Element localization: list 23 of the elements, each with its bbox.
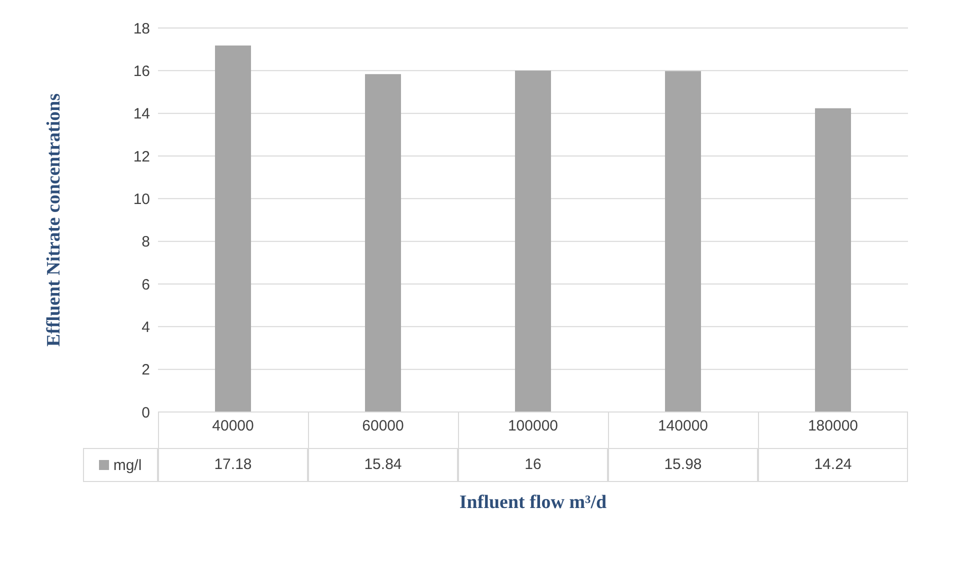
x-tick-label: 60000 — [362, 418, 404, 435]
x-tick-label: 100000 — [508, 418, 558, 435]
data-label: 15.84 — [308, 448, 458, 482]
y-tick-label: 8 — [142, 234, 150, 251]
legend-label: mg/l — [113, 456, 142, 474]
y-tick-label: 4 — [142, 318, 150, 336]
y-tick-label: 2 — [142, 362, 150, 379]
y-tick-label: 16 — [133, 62, 150, 80]
data-label: 16 — [458, 448, 608, 482]
data-label: 15.98 — [608, 448, 758, 482]
y-tick-label: 18 — [133, 20, 150, 38]
y-tick-label: 10 — [133, 190, 150, 208]
data-label: 17.18 — [158, 448, 308, 482]
y-tick-label: 6 — [142, 276, 150, 294]
x-axis-title: Influent flow m³/d — [458, 492, 608, 514]
y-tick-label: 14 — [133, 106, 150, 123]
y-tick-label: 12 — [133, 148, 150, 166]
x-tick-label: 180000 — [808, 418, 858, 435]
x-tick-label: 140000 — [658, 418, 708, 435]
y-tick-label: 0 — [142, 404, 150, 422]
y-axis-title: Effluent Nitrate concentrations — [44, 93, 65, 347]
data-label: 14.24 — [758, 448, 908, 482]
x-tick-label: 40000 — [212, 418, 254, 435]
